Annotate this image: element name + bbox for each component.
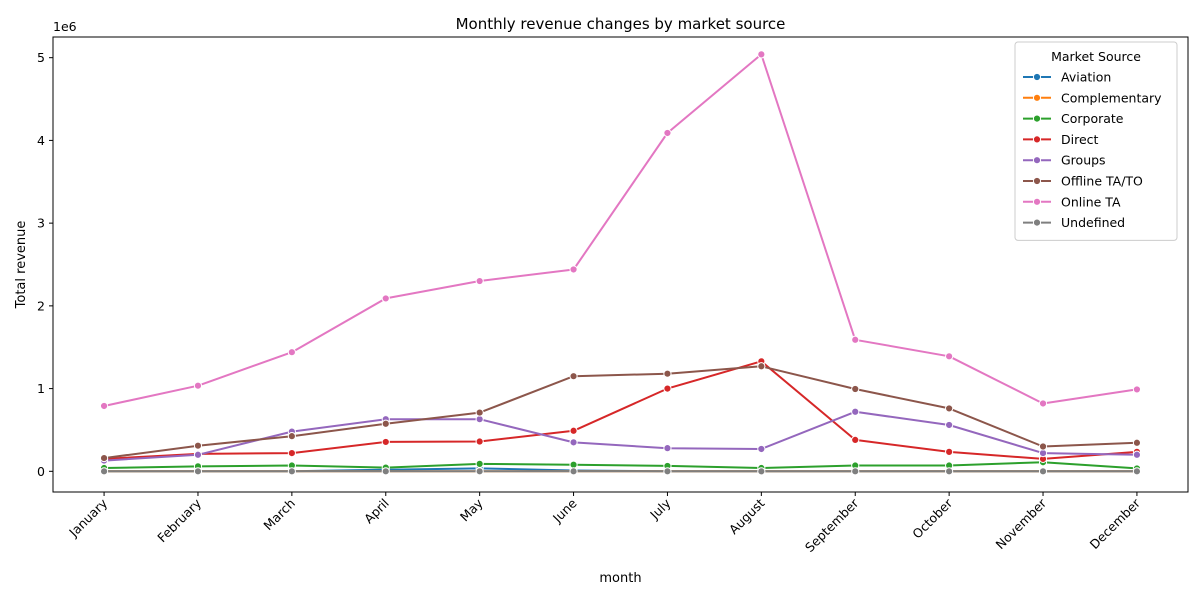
y-tick-label: 4 [37, 133, 45, 148]
data-point [945, 404, 954, 413]
data-point [663, 128, 672, 138]
data-point [1132, 450, 1142, 459]
data-point [475, 437, 484, 446]
x-tick-label: July [646, 495, 674, 523]
x-tick-label: November [993, 495, 1050, 552]
x-tick-label: May [457, 495, 486, 524]
legend: Market Source Aviation Complementary Corpor… [1014, 41, 1178, 241]
data-point [193, 467, 203, 476]
data-point [851, 435, 860, 444]
data-point [475, 408, 484, 417]
y-axis-label: Total revenue [14, 221, 29, 310]
data-point [475, 276, 484, 286]
x-axis-label: month [599, 571, 641, 586]
data-point [381, 294, 390, 303]
y-tick-label: 5 [37, 50, 45, 65]
y-tick-label: 2 [37, 298, 45, 313]
series-line [104, 360, 1137, 460]
data-point [569, 467, 578, 476]
y-tick-label: 1 [37, 381, 45, 396]
data-point [851, 384, 860, 394]
y-multiplier-label: 1e6 [53, 19, 77, 34]
legend-label: Corporate [1061, 111, 1124, 126]
legend-label: Offline TA/TO [1061, 174, 1143, 189]
legend-label: Direct [1061, 132, 1099, 147]
data-point [193, 381, 203, 390]
data-point [757, 362, 766, 371]
legend-marker [1032, 135, 1042, 144]
data-point [287, 348, 296, 357]
series-line [103, 53, 1138, 407]
data-point [757, 50, 766, 59]
y-tick-label: 0 [37, 464, 45, 479]
data-point [381, 419, 390, 428]
data-point [663, 467, 672, 476]
legend-marker [1032, 72, 1042, 82]
data-point [99, 401, 109, 411]
x-tick-label: June [549, 495, 580, 526]
data-point [381, 467, 390, 476]
legend-title: Market Source [1051, 49, 1141, 64]
series-line [104, 461, 1137, 470]
legend-label: Complementary [1061, 90, 1162, 105]
legend-marker [1032, 197, 1042, 206]
data-point [193, 450, 203, 459]
x-tick-label: March [260, 496, 298, 534]
legend-label: Undefined [1061, 215, 1125, 230]
data-point [945, 352, 954, 361]
legend-label: Aviation [1061, 70, 1111, 85]
x-tick-label: February [154, 495, 204, 545]
data-point [1132, 467, 1142, 476]
data-point [475, 467, 484, 476]
x-tick-label: October [909, 495, 956, 542]
data-point [757, 444, 766, 454]
data-point [381, 437, 390, 447]
data-point [663, 384, 672, 393]
legend-marker [1032, 114, 1042, 123]
data-point [99, 453, 109, 463]
legend-marker [1032, 93, 1042, 102]
data-point [1038, 442, 1048, 451]
data-point [945, 447, 954, 456]
data-point [663, 369, 672, 378]
chart-title: Monthly revenue changes by market source [456, 15, 786, 33]
data-point [287, 449, 296, 458]
data-point [287, 467, 296, 476]
x-tick-label: August [726, 495, 768, 537]
legend-marker [1032, 218, 1042, 227]
data-point [1038, 467, 1048, 476]
data-point [851, 407, 860, 416]
data-point [569, 265, 578, 274]
x-tick-label: January [65, 495, 110, 540]
data-point [193, 441, 203, 450]
series-line [104, 410, 1137, 462]
data-point [757, 467, 766, 476]
data-point [851, 467, 860, 476]
series-line [103, 365, 1137, 460]
data-point [569, 438, 578, 447]
axes-frame [52, 36, 1189, 493]
legend-label: Online TA [1061, 194, 1121, 209]
data-point [1132, 385, 1142, 394]
data-point [663, 444, 672, 453]
legend-box [1014, 41, 1178, 241]
legend-label: Groups [1061, 153, 1106, 168]
data-point [99, 467, 109, 476]
data-point [1038, 399, 1048, 408]
data-point [569, 372, 578, 381]
data-point [475, 459, 484, 468]
data-point [851, 335, 860, 344]
legend-marker [1032, 176, 1042, 186]
y-tick-label: 3 [37, 216, 45, 231]
legend-marker [1032, 156, 1042, 165]
data-point [1132, 438, 1142, 447]
data-point [569, 426, 578, 435]
x-tick-label: December [1087, 495, 1144, 552]
data-point [287, 432, 296, 441]
data-point [945, 420, 954, 430]
data-point [945, 467, 954, 476]
x-tick-label: September [802, 495, 862, 555]
x-tick-label: April [361, 496, 392, 527]
